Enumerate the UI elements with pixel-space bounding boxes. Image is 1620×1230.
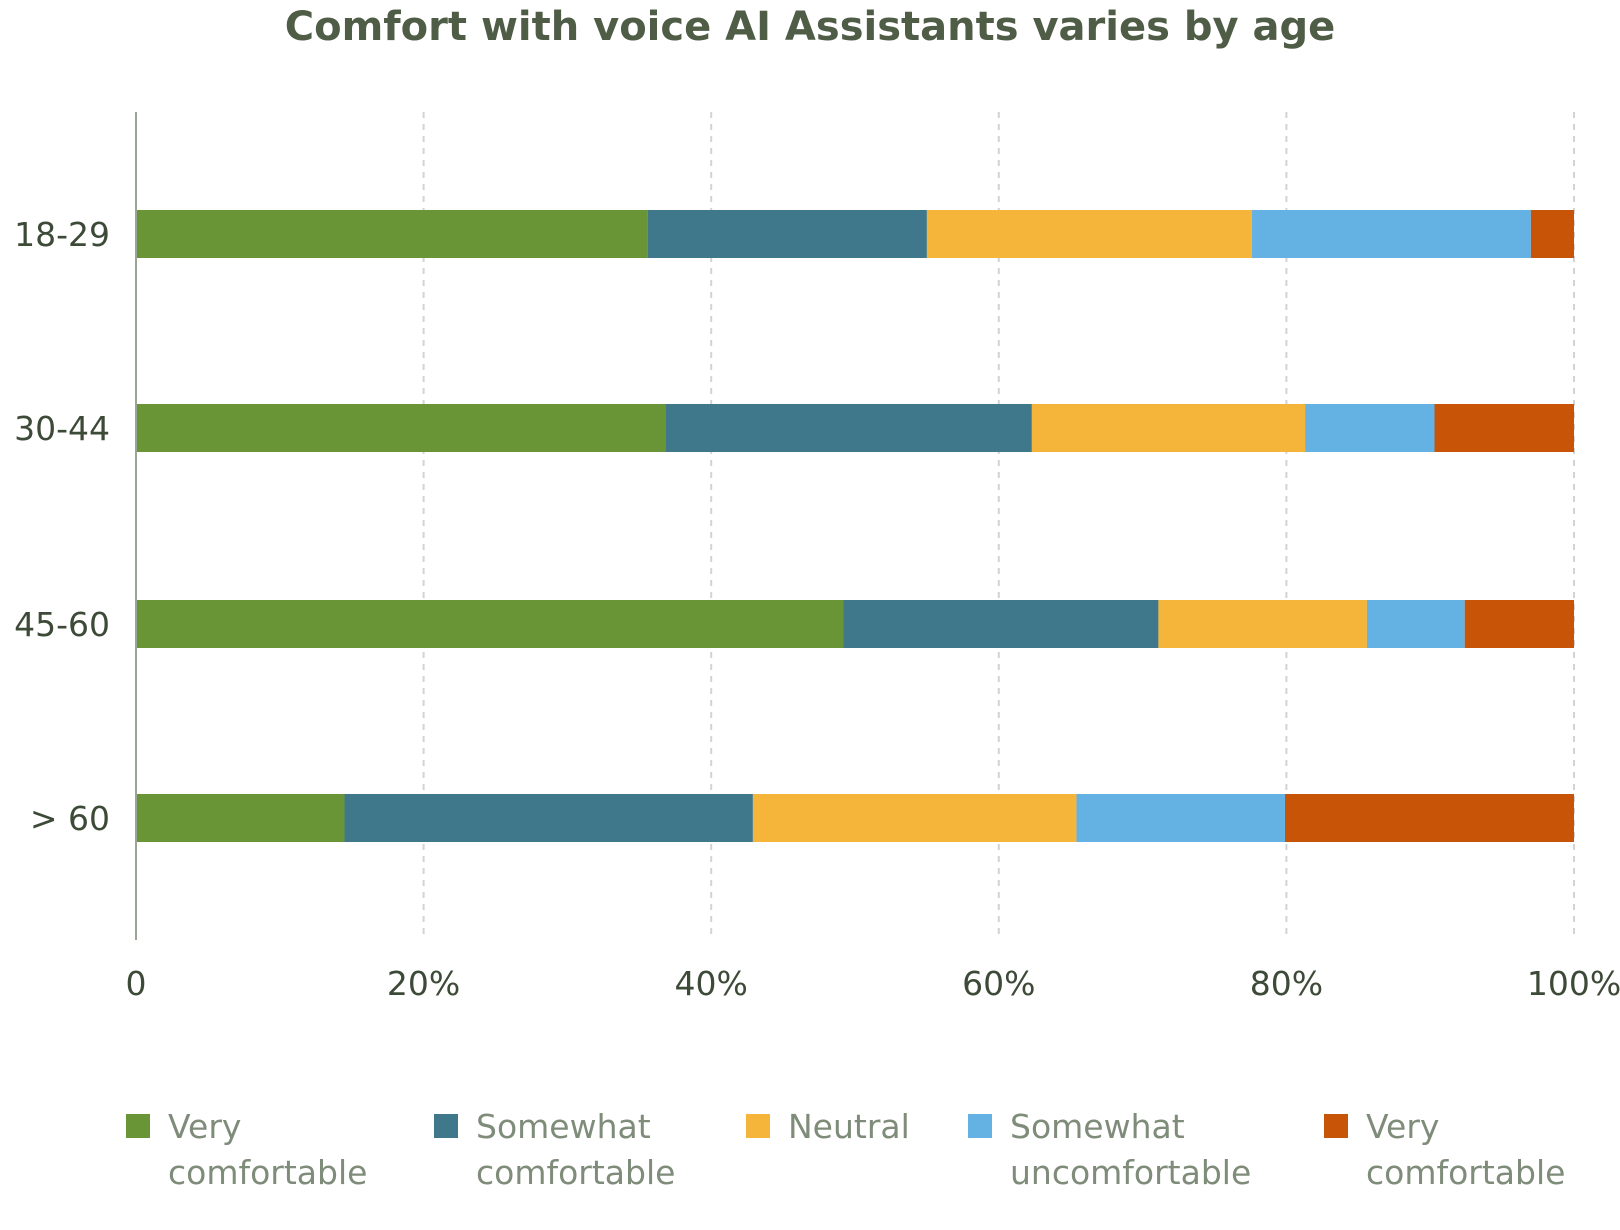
x-tick-labels: 0 20% 40% 60% 80% 100% — [126, 964, 1620, 1003]
x-tick-label: 80% — [1250, 964, 1323, 1003]
bar-segment — [665, 404, 1032, 452]
bar-segment — [926, 210, 1252, 258]
legend-item: Somewhat uncomfortable — [968, 1107, 1251, 1192]
legend-swatch — [968, 1114, 992, 1138]
bar-segment — [1284, 794, 1574, 842]
legend-item: Very comfortable — [126, 1107, 367, 1192]
legend-label: uncomfortable — [1010, 1153, 1251, 1192]
legend-item: Neutral — [746, 1107, 910, 1146]
legend-swatch — [126, 1114, 150, 1138]
legend-label: comfortable — [168, 1153, 367, 1192]
legend-label: Neutral — [788, 1107, 910, 1146]
legend-label: comfortable — [1366, 1153, 1565, 1192]
legend-label: Somewhat — [1010, 1107, 1185, 1146]
x-tick-label: 0 — [126, 964, 147, 1003]
category-label: 18-29 — [14, 215, 110, 254]
legend-label: Very — [1366, 1107, 1439, 1146]
legend-swatch — [434, 1114, 458, 1138]
legend-label: Very — [168, 1107, 241, 1146]
x-tick-label: 60% — [962, 964, 1035, 1003]
bars — [136, 210, 1574, 842]
bar-segment — [136, 210, 648, 258]
legend-label: comfortable — [476, 1153, 675, 1192]
bar-segment — [843, 600, 1159, 648]
bar-segment — [1031, 404, 1306, 452]
category-label: 45-60 — [14, 605, 110, 644]
category-label: > 60 — [30, 799, 110, 838]
bar-segment — [1530, 210, 1574, 258]
bar-segment — [1251, 210, 1531, 258]
category-labels: 18-29 30-44 45-60 > 60 — [14, 215, 110, 838]
bar-segment — [136, 600, 844, 648]
bar-segment — [1076, 794, 1285, 842]
bar-segment — [136, 404, 666, 452]
legend-swatch — [1324, 1114, 1348, 1138]
x-tick-label: 100% — [1527, 964, 1620, 1003]
bar-segment — [1158, 600, 1367, 648]
bar-segment — [1305, 404, 1435, 452]
bar-segment — [344, 794, 753, 842]
bar-segment — [1366, 600, 1465, 648]
x-tick-label: 40% — [675, 964, 748, 1003]
legend-label: Somewhat — [476, 1107, 651, 1146]
legend-swatch — [746, 1114, 770, 1138]
bar-segment — [1434, 404, 1574, 452]
x-tick-label: 20% — [387, 964, 460, 1003]
legend-item: Very comfortable — [1324, 1107, 1565, 1192]
bar-segment — [136, 794, 345, 842]
chart-title: Comfort with voice AI Assistants varies … — [285, 4, 1335, 50]
legend-item: Somewhat comfortable — [434, 1107, 675, 1192]
bar-segment — [647, 210, 927, 258]
category-label: 30-44 — [14, 409, 110, 448]
bar-segment — [752, 794, 1077, 842]
legend: Very comfortable Somewhat comfortable Neutra… — [126, 1107, 1565, 1192]
bar-segment — [1464, 600, 1574, 648]
